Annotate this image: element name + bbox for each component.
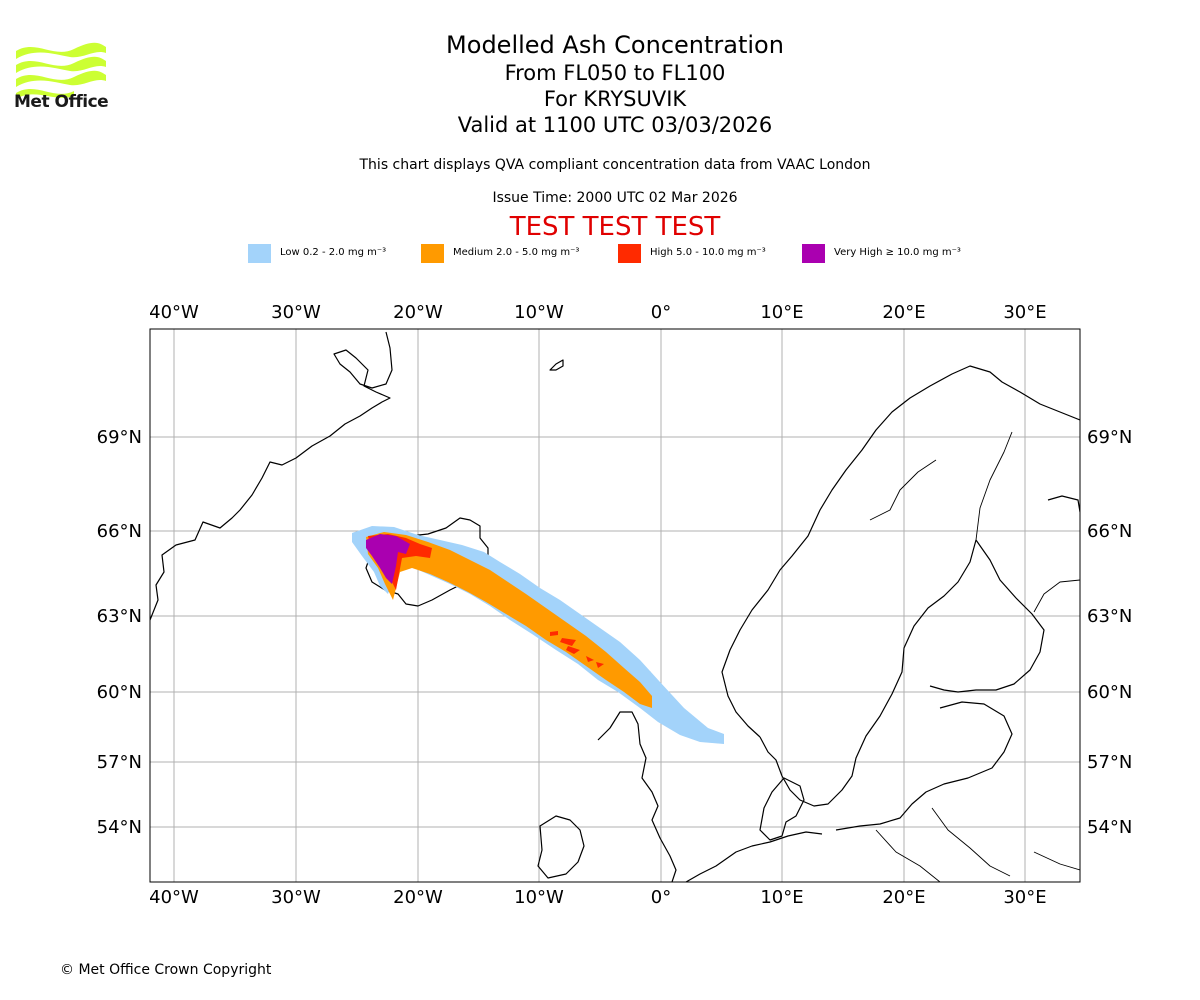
graticule (150, 329, 1080, 882)
legend-label-low: Low 0.2 - 2.0 mg m⁻³ (280, 247, 387, 258)
lon-label-top-20w: 20°W (393, 302, 443, 323)
lat-labels-right: 69°N 66°N 63°N 60°N 57°N 54°N (1087, 427, 1132, 838)
lat-label-right-69n: 69°N (1087, 427, 1132, 448)
valid-time: Valid at 1100 UTC 03/03/2026 (457, 113, 773, 137)
lat-label-left-66n: 66°N (97, 521, 142, 542)
chart-title: Modelled Ash Concentration (446, 31, 784, 59)
lon-label-bottom-30w: 30°W (271, 887, 321, 908)
lon-label-bottom-20w: 20°W (393, 887, 443, 908)
chart-description: This chart displays QVA compliant concen… (359, 157, 871, 173)
greenland-coast (150, 331, 393, 621)
scotland-coast (597, 711, 677, 882)
lon-label-top-30w: 30°W (271, 302, 321, 323)
lat-label-left-54n: 54°N (97, 817, 142, 838)
finland-coast (929, 539, 1045, 693)
met-office-logo (16, 42, 106, 99)
plume-high-patch-3 (566, 646, 580, 654)
lat-label-right-66n: 66°N (1087, 521, 1132, 542)
lat-label-right-60n: 60°N (1087, 682, 1132, 703)
lon-labels-top: 40°W 30°W 20°W 10°W 0° 10°E 20°E 30°E (149, 302, 1046, 323)
level-range: From FL050 to FL100 (504, 61, 726, 85)
norway-coast (721, 365, 1080, 738)
lon-label-bottom-40w: 40°W (149, 887, 199, 908)
sweden-coast (759, 539, 977, 807)
legend-swatch-medium (421, 244, 444, 263)
lon-labels-bottom: 40°W 30°W 20°W 10°W 0° 10°E 20°E 30°E (149, 887, 1046, 908)
lat-label-right-54n: 54°N (1087, 817, 1132, 838)
legend-swatch-high (618, 244, 641, 263)
continent-coast (685, 831, 823, 882)
title-block: Modelled Ash Concentration From FL050 to… (310, 30, 920, 138)
plume-medium (366, 532, 652, 708)
border-lines (869, 431, 1080, 882)
lon-label-top-30e: 30°E (1003, 302, 1046, 323)
ireland-coast (537, 815, 585, 879)
baltic-coast (835, 701, 1013, 831)
map-content (150, 329, 1080, 882)
lon-label-top-0: 0° (651, 302, 671, 323)
lat-label-right-63n: 63°N (1087, 606, 1132, 627)
lon-label-bottom-10e: 10°E (760, 887, 803, 908)
lon-label-bottom-20e: 20°E (882, 887, 925, 908)
volcano-name: For KRYSUVIK (543, 87, 687, 111)
lat-label-right-57n: 57°N (1087, 752, 1132, 773)
plume-high-patch-1 (550, 631, 558, 636)
legend-swatch-very-high (802, 244, 825, 263)
denmark-coast (759, 777, 805, 841)
lon-label-top-40w: 40°W (149, 302, 199, 323)
lat-label-left-60n: 60°N (97, 682, 142, 703)
plume-high-patch-2 (560, 638, 576, 646)
lat-label-left-63n: 63°N (97, 606, 142, 627)
legend-label-very-high: Very High ≥ 10.0 mg m⁻³ (834, 247, 961, 258)
legend-swatch-low (248, 244, 271, 263)
svalbard-coast (1047, 495, 1080, 513)
lon-label-top-20e: 20°E (882, 302, 925, 323)
plume-very-high (366, 534, 410, 584)
lon-label-top-10w: 10°W (514, 302, 564, 323)
lat-labels-left: 69°N 66°N 63°N 60°N 57°N 54°N (97, 427, 142, 838)
test-banner: TEST TEST TEST (509, 212, 721, 242)
lon-label-top-10e: 10°E (760, 302, 803, 323)
lon-label-bottom-30e: 30°E (1003, 887, 1046, 908)
lat-label-left-69n: 69°N (97, 427, 142, 448)
map-frame (149, 328, 1081, 883)
copyright-notice: © Met Office Crown Copyright (60, 962, 272, 978)
lat-label-left-57n: 57°N (97, 752, 142, 773)
lon-label-bottom-0: 0° (651, 887, 671, 908)
legend-label-high: High 5.0 - 10.0 mg m⁻³ (650, 247, 766, 258)
jan-mayen-coast (549, 359, 564, 371)
met-office-logo-text: Met Office (14, 92, 109, 112)
ash-plume (352, 526, 724, 744)
plume-high-patch-4 (586, 656, 594, 662)
legend-label-medium: Medium 2.0 - 5.0 mg m⁻³ (453, 247, 580, 258)
lon-label-bottom-10w: 10°W (514, 887, 564, 908)
coastlines (150, 331, 1080, 882)
plume-high-patch-5 (596, 662, 604, 668)
issue-time: Issue Time: 2000 UTC 02 Mar 2026 (492, 190, 738, 206)
